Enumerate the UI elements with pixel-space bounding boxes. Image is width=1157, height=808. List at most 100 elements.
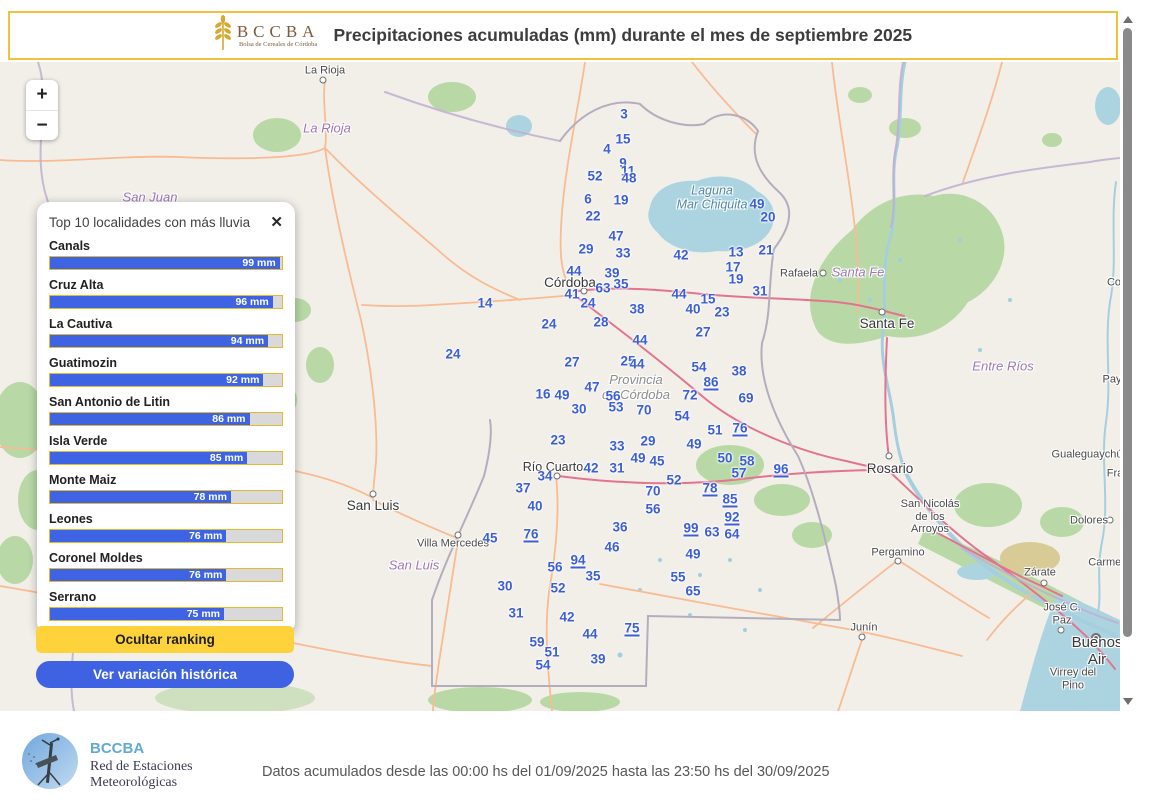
- station-value[interactable]: 94: [570, 552, 586, 568]
- station-value[interactable]: 28: [593, 314, 609, 330]
- station-value[interactable]: 14: [477, 295, 493, 311]
- station-value[interactable]: 63: [704, 524, 720, 540]
- station-value[interactable]: 24: [580, 295, 596, 311]
- station-value[interactable]: 4: [603, 141, 611, 157]
- station-value[interactable]: 27: [695, 324, 711, 340]
- station-value[interactable]: 49: [685, 546, 701, 562]
- station-value[interactable]: 44: [671, 286, 687, 302]
- station-value[interactable]: 31: [508, 605, 524, 621]
- page-scrollbar[interactable]: [1121, 10, 1133, 710]
- scrollbar-thumb[interactable]: [1123, 28, 1132, 637]
- station-value[interactable]: 31: [609, 460, 625, 476]
- station-value[interactable]: 58: [739, 453, 755, 469]
- station-value[interactable]: 11: [620, 163, 636, 179]
- station-value[interactable]: 33: [609, 438, 625, 454]
- station-value[interactable]: 48: [621, 170, 637, 186]
- station-value[interactable]: 41: [564, 286, 580, 302]
- station-value[interactable]: 86: [703, 374, 719, 390]
- station-value[interactable]: 85: [722, 491, 738, 507]
- station-value[interactable]: 22: [585, 208, 601, 224]
- station-value[interactable]: 24: [445, 346, 461, 362]
- station-value[interactable]: 29: [578, 241, 594, 257]
- station-value[interactable]: 56: [645, 501, 661, 517]
- station-value[interactable]: 29: [640, 433, 656, 449]
- zoom-in-button[interactable]: +: [36, 84, 48, 105]
- station-value[interactable]: 72: [682, 387, 698, 403]
- station-value[interactable]: 78: [702, 480, 718, 496]
- station-value[interactable]: 45: [649, 453, 665, 469]
- station-value[interactable]: 9: [619, 155, 627, 171]
- station-value[interactable]: 63: [595, 280, 611, 296]
- station-value[interactable]: 42: [673, 247, 689, 263]
- station-value[interactable]: 49: [686, 436, 702, 452]
- station-value[interactable]: 54: [674, 408, 690, 424]
- station-value[interactable]: 47: [608, 228, 624, 244]
- station-value[interactable]: 34: [537, 468, 553, 484]
- station-value[interactable]: 19: [613, 192, 629, 208]
- station-value[interactable]: 64: [724, 526, 740, 542]
- station-value[interactable]: 44: [582, 626, 598, 642]
- station-value[interactable]: 54: [691, 359, 707, 375]
- station-value[interactable]: 37: [515, 480, 531, 496]
- station-value[interactable]: 57: [731, 465, 747, 481]
- station-value[interactable]: 50: [717, 450, 733, 466]
- station-value[interactable]: 49: [630, 450, 646, 466]
- station-value[interactable]: 75: [624, 620, 640, 636]
- station-value[interactable]: 51: [544, 644, 560, 660]
- station-value[interactable]: 52: [550, 580, 566, 596]
- station-value[interactable]: 92: [724, 509, 740, 525]
- station-value[interactable]: 23: [714, 304, 730, 320]
- station-value[interactable]: 15: [615, 131, 631, 147]
- station-value[interactable]: 44: [566, 263, 582, 279]
- hide-ranking-button[interactable]: Ocultar ranking: [36, 626, 294, 653]
- station-value[interactable]: 16: [535, 386, 551, 402]
- station-value[interactable]: 46: [604, 539, 620, 555]
- station-value[interactable]: 36: [612, 519, 628, 535]
- station-value[interactable]: 69: [738, 390, 754, 406]
- station-value[interactable]: 19: [728, 271, 744, 287]
- station-value[interactable]: 99: [683, 520, 699, 536]
- station-value[interactable]: 31: [752, 283, 768, 299]
- station-value[interactable]: 6: [584, 191, 592, 207]
- station-value[interactable]: 24: [541, 316, 557, 332]
- station-value[interactable]: 76: [732, 420, 748, 436]
- station-value[interactable]: 47: [584, 379, 600, 395]
- station-value[interactable]: 42: [583, 460, 599, 476]
- station-value[interactable]: 70: [636, 402, 652, 418]
- station-value[interactable]: 44: [629, 356, 645, 372]
- station-value[interactable]: 76: [523, 526, 539, 542]
- station-value[interactable]: 3: [620, 106, 628, 122]
- station-value[interactable]: 49: [749, 196, 765, 212]
- station-value[interactable]: 55: [670, 569, 686, 585]
- station-value[interactable]: 38: [629, 301, 645, 317]
- station-value[interactable]: 56: [547, 559, 563, 575]
- station-value[interactable]: 52: [666, 472, 682, 488]
- station-value[interactable]: 49: [554, 387, 570, 403]
- station-value[interactable]: 45: [482, 530, 498, 546]
- station-value[interactable]: 35: [613, 276, 629, 292]
- station-value[interactable]: 23: [550, 432, 566, 448]
- station-value[interactable]: 30: [497, 578, 513, 594]
- history-button[interactable]: Ver variación histórica: [36, 661, 294, 688]
- station-value[interactable]: 40: [527, 498, 543, 514]
- station-value[interactable]: 44: [632, 332, 648, 348]
- zoom-out-button[interactable]: −: [26, 110, 58, 140]
- station-value[interactable]: 25: [620, 353, 636, 369]
- station-value[interactable]: 96: [773, 461, 789, 477]
- station-value[interactable]: 33: [615, 245, 631, 261]
- station-value[interactable]: 13: [728, 244, 744, 260]
- station-value[interactable]: 65: [685, 583, 701, 599]
- station-value[interactable]: 30: [571, 401, 587, 417]
- station-value[interactable]: 42: [559, 609, 575, 625]
- station-value[interactable]: 59: [529, 634, 545, 650]
- station-value[interactable]: 53: [608, 399, 624, 415]
- station-value[interactable]: 40: [685, 301, 701, 317]
- station-value[interactable]: 54: [535, 657, 551, 673]
- station-value[interactable]: 15: [700, 291, 716, 307]
- station-value[interactable]: 21: [758, 242, 774, 258]
- scroll-down-icon[interactable]: [1123, 698, 1133, 705]
- close-icon[interactable]: ✕: [270, 214, 283, 231]
- station-value[interactable]: 52: [587, 168, 603, 184]
- station-value[interactable]: 70: [645, 483, 661, 499]
- station-value[interactable]: 56: [605, 388, 621, 404]
